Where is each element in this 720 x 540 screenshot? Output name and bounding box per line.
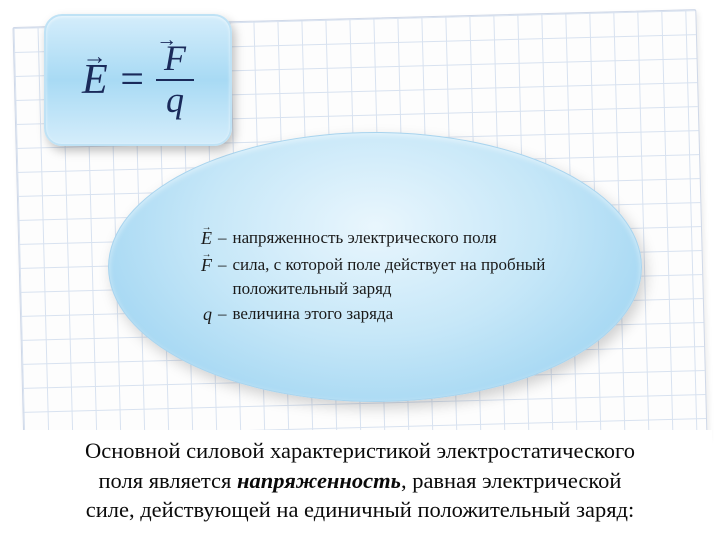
definition-row-E: E – напряженность электрического поля — [188, 226, 618, 252]
formula-box: E = F q — [44, 14, 232, 146]
definition-row-q: q – величина этого заряда — [188, 302, 618, 328]
formula-numerator-F: F — [156, 40, 194, 79]
def-symbol-F: F — [188, 253, 212, 279]
definition-row-F: F – сила, с которой поле действует на пр… — [188, 253, 618, 301]
def-text-q: величина этого заряда — [233, 302, 619, 326]
bottom-paragraph: Основной силовой характеристикой электро… — [8, 430, 712, 528]
def-text-E: напряженность электрического поля — [233, 226, 619, 250]
formula-lhs-E: E — [82, 56, 108, 104]
bottom-line1: Основной силовой характеристикой электро… — [85, 438, 635, 463]
bottom-emphasis: напряженность — [237, 468, 401, 493]
definitions-list: E – напряженность электрического поля F … — [188, 226, 618, 328]
def-text-F: сила, с которой поле действует на пробны… — [233, 253, 619, 301]
def-dash: – — [218, 226, 227, 250]
formula-denominator-q: q — [156, 79, 194, 120]
def-symbol-q: q — [188, 302, 212, 328]
formula: E = F q — [82, 40, 194, 120]
bottom-line2c: , равная электрической — [401, 468, 622, 493]
formula-fraction: F q — [156, 40, 194, 120]
def-dash: – — [218, 302, 227, 326]
bottom-line2a: поля является — [99, 468, 238, 493]
formula-equals: = — [118, 56, 146, 104]
def-dash: – — [218, 253, 227, 277]
bottom-line3: силе, действующей на единичный положител… — [86, 497, 635, 522]
